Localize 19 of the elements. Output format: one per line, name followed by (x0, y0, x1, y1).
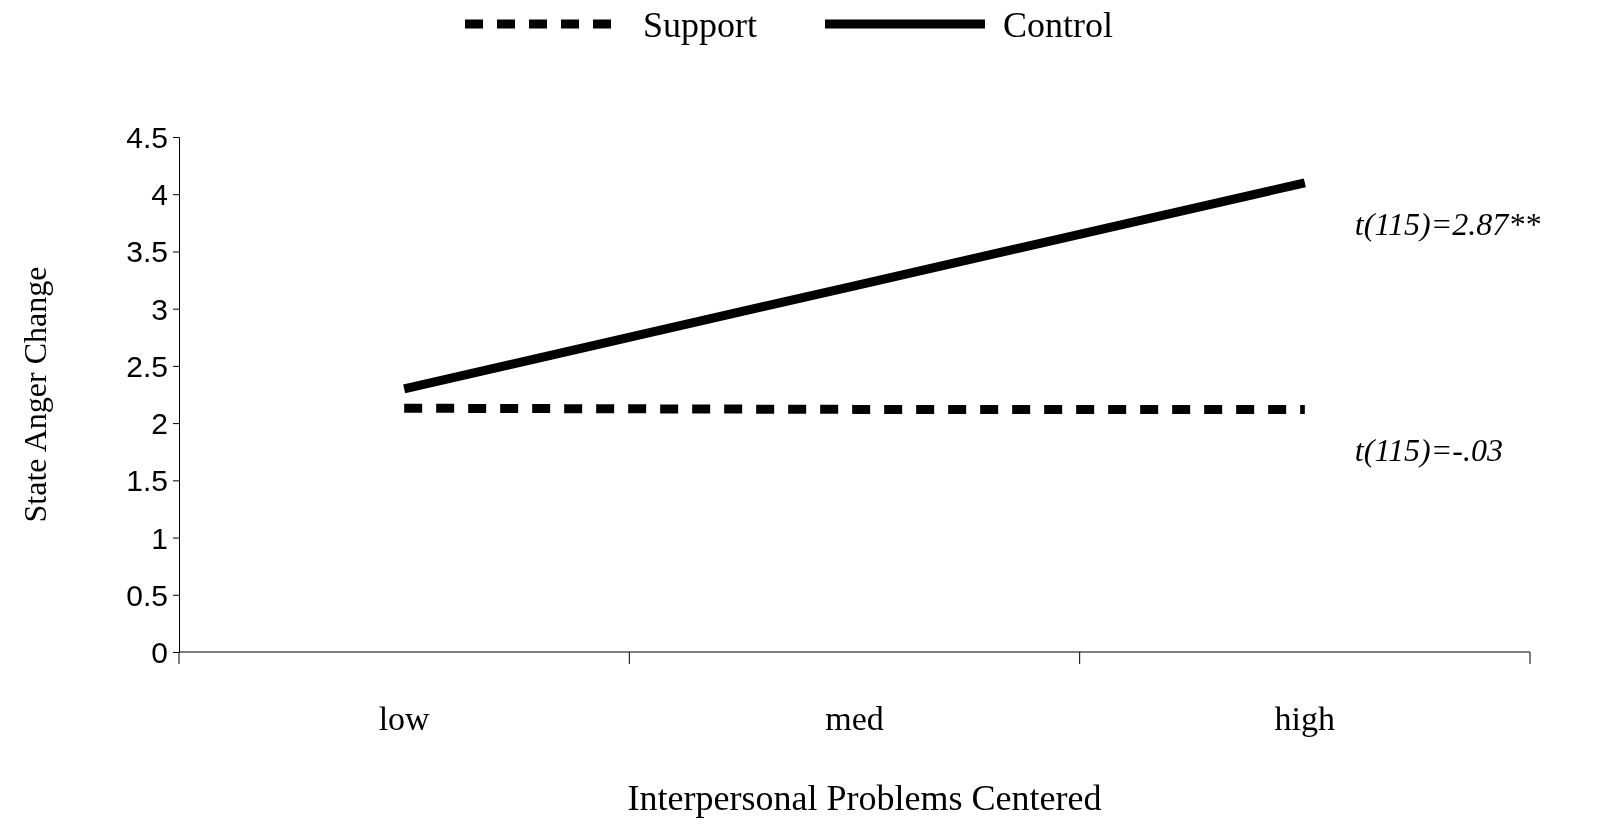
y-tick-label: 2.5 (126, 349, 168, 383)
y-tick-label: 0 (151, 636, 168, 669)
y-axis-title: State Anger Change (17, 266, 53, 523)
annotation: t(115)=2.87** (1354, 205, 1541, 242)
y-tick-label: 2 (151, 407, 168, 441)
x-tick-label: med (825, 700, 884, 737)
y-tick-label: 3.5 (126, 235, 168, 269)
annotation: t(115)=-.03 (1354, 432, 1503, 469)
y-tick-label: 4 (151, 178, 168, 212)
x-axis-title: Interpersonal Problems Centered (627, 778, 1102, 818)
x-tick-label: low (378, 700, 431, 737)
x-tick-label: high (1274, 700, 1336, 737)
legend-label: Support (643, 5, 758, 45)
y-tick-label: 4.5 (126, 121, 168, 154)
y-tick-label: 0.5 (126, 578, 168, 612)
legend-label: Control (1003, 5, 1114, 45)
y-tick-label: 1.5 (126, 464, 168, 498)
y-tick-label: 1 (151, 521, 168, 555)
y-tick-label: 3 (151, 292, 168, 326)
